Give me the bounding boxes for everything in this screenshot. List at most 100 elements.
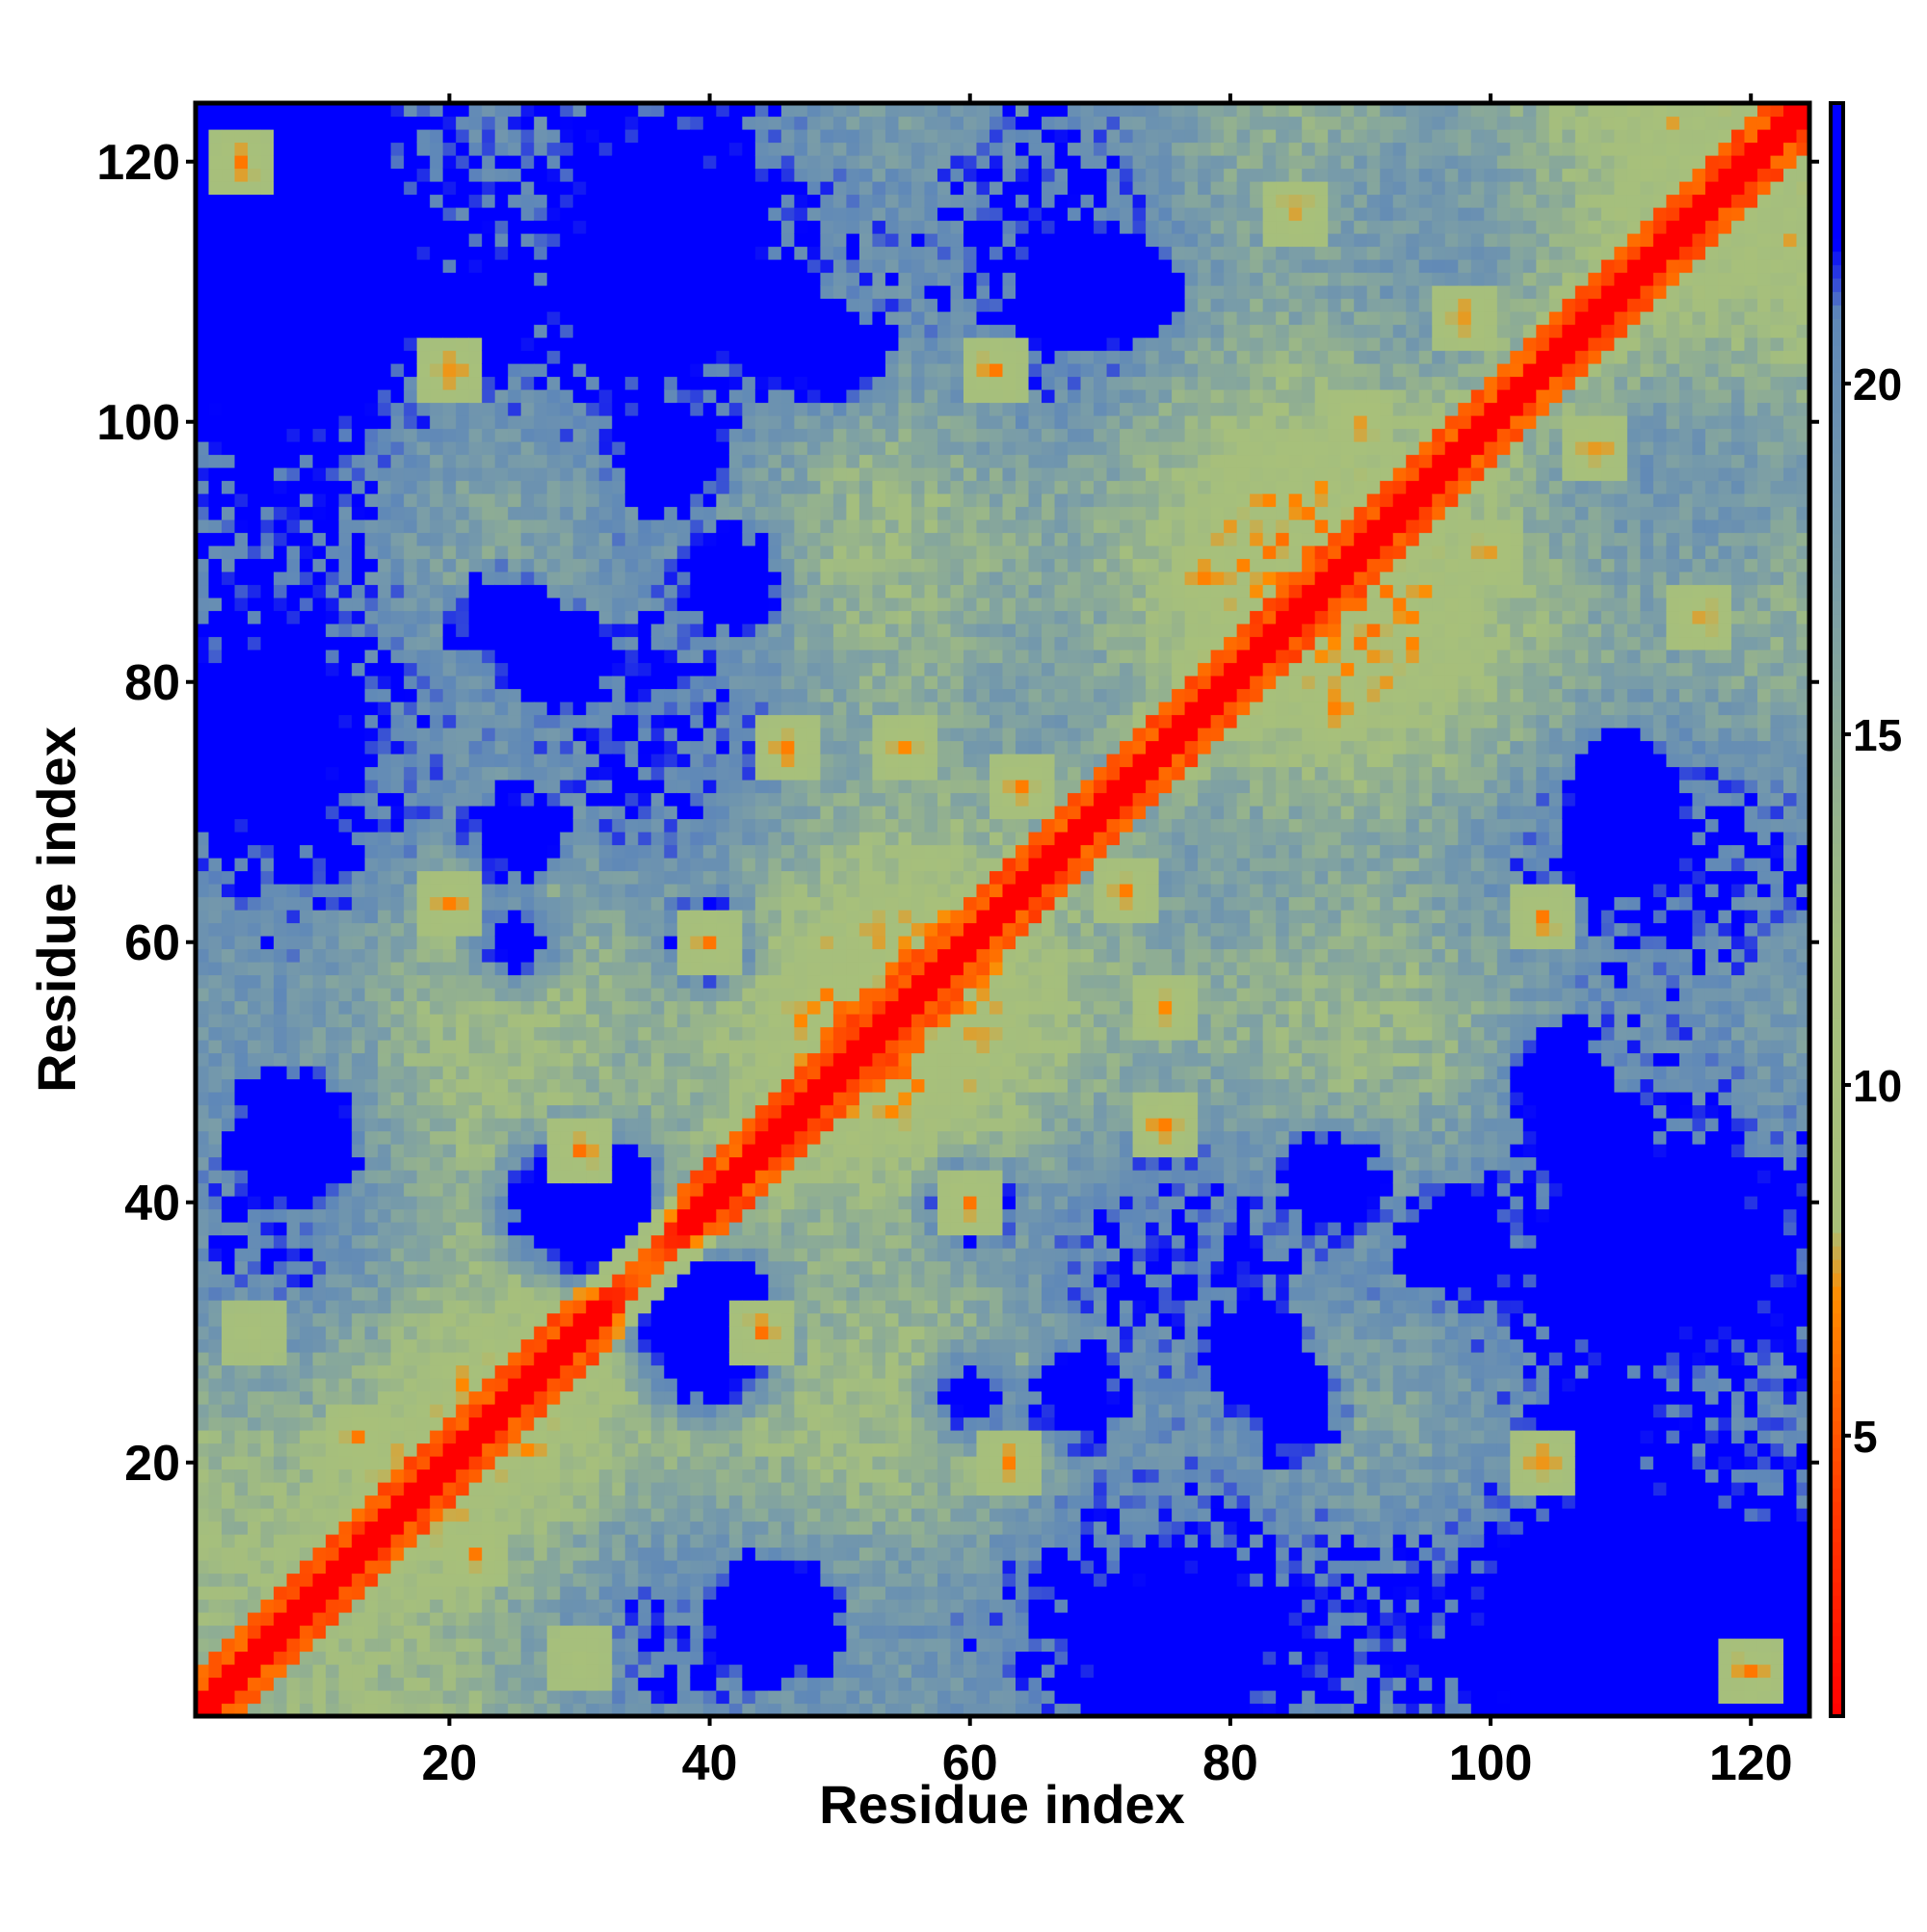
heatmap-cell <box>286 1703 301 1717</box>
heatmap-cell <box>312 428 327 442</box>
heatmap-cell <box>378 1300 392 1314</box>
heatmap-cell <box>248 155 262 170</box>
heatmap-cell <box>442 714 457 728</box>
heatmap-cell <box>494 1378 509 1392</box>
heatmap-cell <box>638 701 652 716</box>
heatmap-cell <box>222 1364 236 1379</box>
heatmap-cell <box>560 584 574 598</box>
heatmap-cell <box>508 1677 522 1691</box>
heatmap-cell <box>456 884 470 898</box>
heatmap-cell <box>416 1182 431 1197</box>
heatmap-cell <box>326 285 340 300</box>
heatmap-cell <box>468 1534 483 1548</box>
heatmap-cell <box>534 220 548 234</box>
heatmap-cell <box>650 962 665 976</box>
heatmap-cell <box>612 701 626 716</box>
heatmap-cell <box>612 792 626 807</box>
heatmap-cell <box>442 1078 457 1093</box>
heatmap-cell <box>286 1547 301 1561</box>
heatmap-cell <box>456 1521 470 1535</box>
heatmap-cell <box>664 675 678 690</box>
heatmap-cell <box>416 948 431 963</box>
heatmap-cell <box>456 1312 470 1327</box>
heatmap-cell <box>312 1156 327 1171</box>
heatmap-cell <box>430 584 444 598</box>
heatmap-cell <box>546 1534 561 1548</box>
heatmap-cell <box>572 324 587 338</box>
heatmap-cell <box>598 910 613 924</box>
heatmap-cell <box>248 1118 262 1132</box>
heatmap-cell <box>702 1625 717 1639</box>
heatmap-cell <box>430 1182 444 1197</box>
heatmap-cell <box>638 493 652 508</box>
heatmap-cell <box>624 844 639 859</box>
heatmap-cell <box>404 415 418 430</box>
heatmap-cell <box>664 636 678 650</box>
heatmap-cell <box>572 1416 587 1431</box>
heatmap-cell <box>598 1144 613 1158</box>
heatmap-cell <box>586 142 600 156</box>
heatmap-cell <box>430 558 444 572</box>
heatmap-cell <box>312 1052 327 1067</box>
heatmap-cell <box>300 1495 314 1509</box>
heatmap-cell <box>378 519 392 534</box>
heatmap-cell <box>664 818 678 833</box>
heatmap-cell <box>598 844 613 859</box>
heatmap-cell <box>690 506 704 520</box>
heatmap-cell <box>404 1274 418 1288</box>
heatmap-cell <box>404 1482 418 1496</box>
heatmap-cell <box>326 728 340 742</box>
heatmap-cell <box>416 402 431 416</box>
heatmap-cell <box>286 1338 301 1353</box>
heatmap-cell <box>612 1182 626 1197</box>
heatmap-cell <box>390 1586 405 1601</box>
heatmap-cell <box>690 1690 704 1705</box>
heatmap-cell <box>624 1040 639 1054</box>
heatmap-cell <box>624 1508 639 1522</box>
heatmap-cell <box>248 402 262 416</box>
heatmap-cell <box>586 532 600 546</box>
heatmap-cell <box>196 1130 210 1145</box>
heatmap-cell <box>508 506 522 520</box>
heatmap-cell <box>442 1274 457 1288</box>
heatmap-cell <box>572 649 587 664</box>
heatmap-cell <box>364 1248 379 1262</box>
heatmap-cell <box>208 389 223 404</box>
heatmap-cell <box>196 259 210 274</box>
heatmap-cell <box>378 623 392 638</box>
heatmap-cell <box>494 246 509 260</box>
heatmap-cell <box>664 129 678 144</box>
heatmap-cell <box>364 1144 379 1158</box>
heatmap-cell <box>586 780 600 794</box>
heatmap-cell <box>234 259 249 274</box>
heatmap-cell <box>494 1390 509 1405</box>
heatmap-cell <box>430 1364 444 1379</box>
heatmap-cell <box>676 298 691 312</box>
heatmap-cell <box>690 337 704 352</box>
heatmap-cell <box>612 728 626 742</box>
heatmap-cell <box>598 545 613 560</box>
heatmap-cell <box>416 1573 431 1587</box>
heatmap-cell <box>586 1052 600 1067</box>
heatmap-cell <box>300 1430 314 1444</box>
heatmap-cell <box>352 1404 366 1418</box>
heatmap-cell <box>274 1664 288 1679</box>
heatmap-cell <box>442 1040 457 1054</box>
heatmap-cell <box>482 129 496 144</box>
heatmap-cell <box>676 1026 691 1041</box>
heatmap-cell <box>676 1130 691 1145</box>
heatmap-cell <box>300 922 314 937</box>
heatmap-cell <box>702 1416 717 1431</box>
heatmap-cell <box>234 636 249 650</box>
heatmap-cell <box>572 974 587 989</box>
heatmap-cell <box>482 1378 496 1392</box>
heatmap-cell <box>650 1469 665 1483</box>
heatmap-cell <box>364 1078 379 1093</box>
heatmap-cell <box>468 1612 483 1627</box>
heatmap-cell <box>546 1014 561 1028</box>
heatmap-cell <box>416 1014 431 1028</box>
heatmap-cell <box>612 259 626 274</box>
heatmap-cell <box>690 1534 704 1548</box>
heatmap-cell <box>624 1026 639 1041</box>
heatmap-cell <box>442 910 457 924</box>
